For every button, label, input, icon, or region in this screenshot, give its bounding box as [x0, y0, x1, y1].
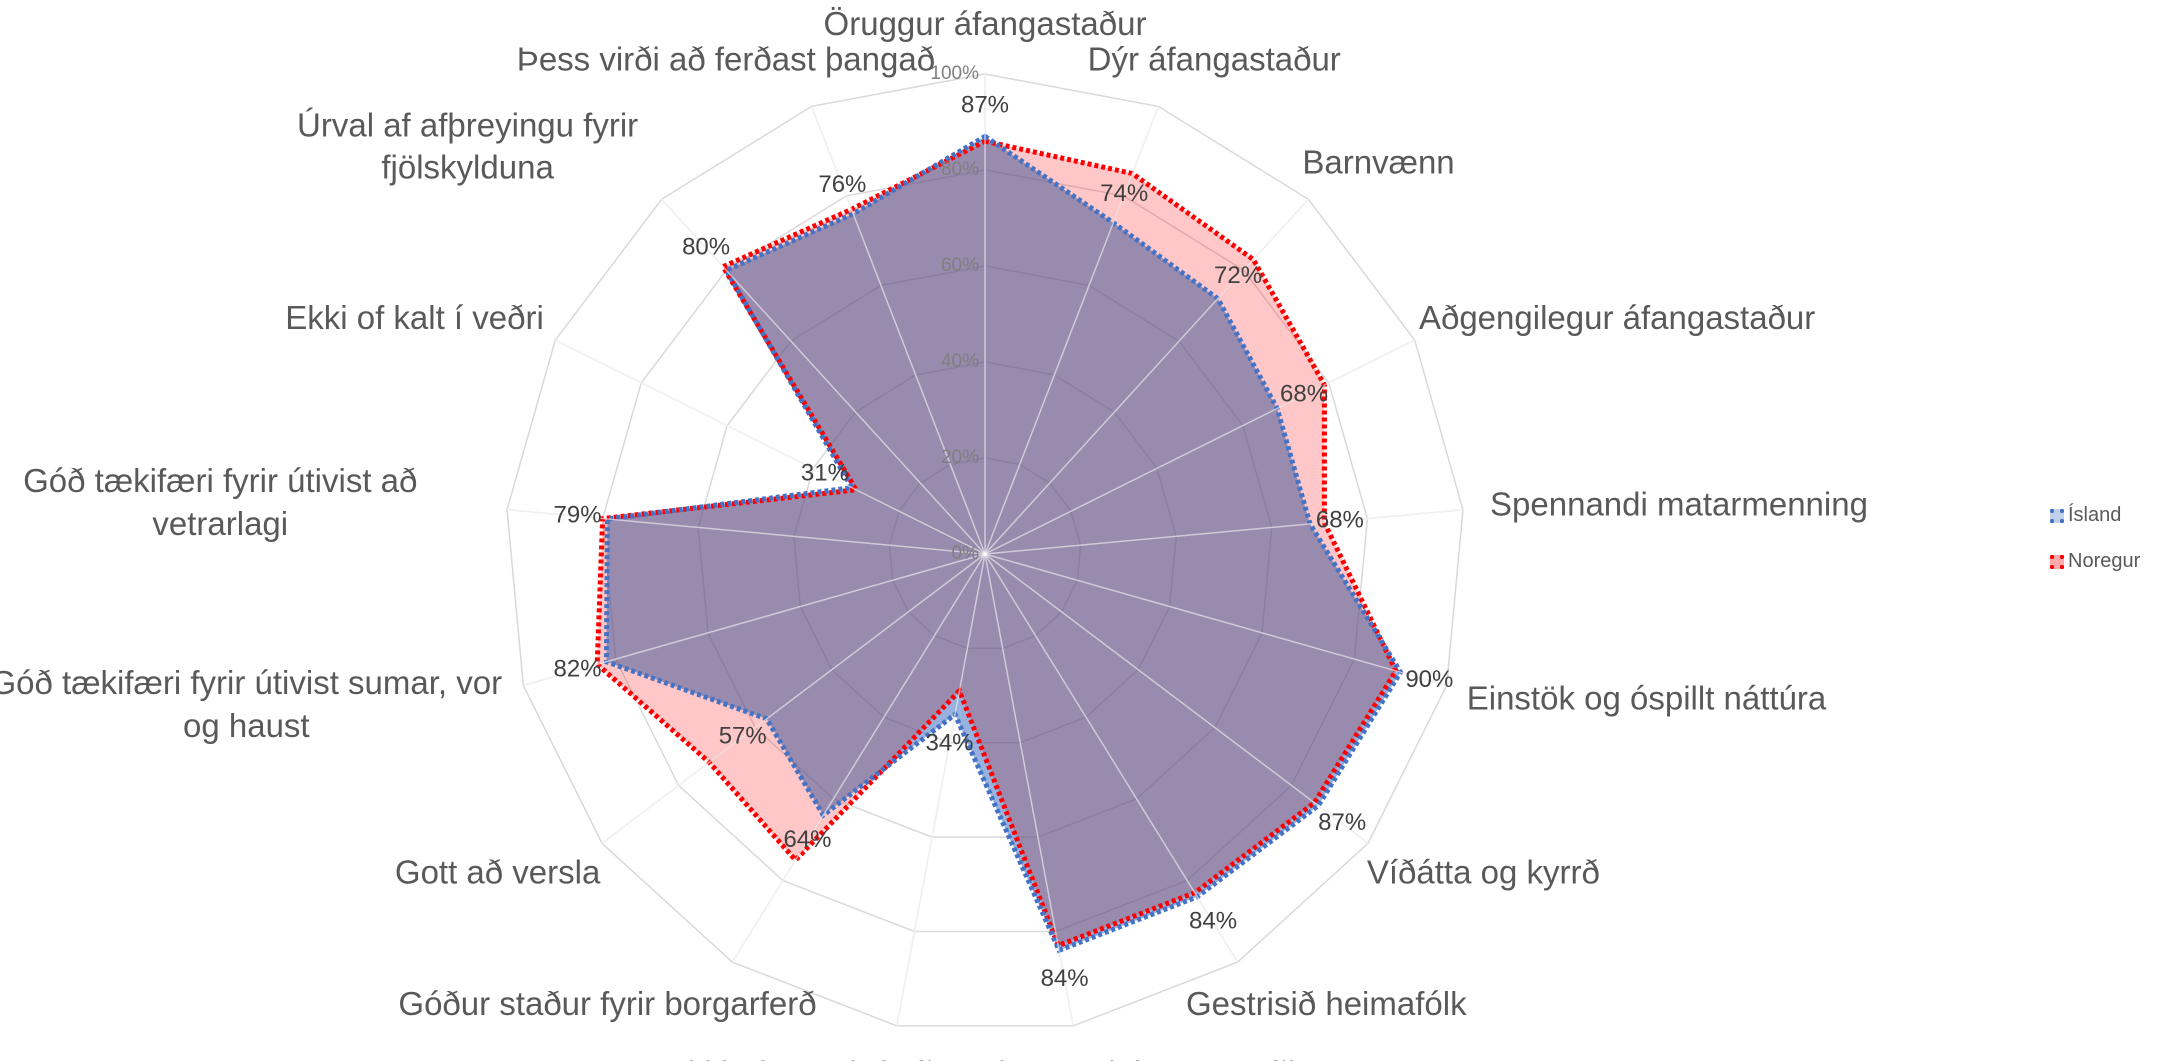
spoke-overlay	[984, 339, 1416, 555]
spoke-overlay	[601, 553, 986, 844]
spoke-overlay	[523, 553, 986, 687]
category-label: Þess virði að ferðast þangað	[516, 40, 936, 78]
category-label: Aðgengilegur áfangastaður	[1418, 298, 1816, 336]
category-label: Úrval af afþreyingu fyrir fjölskylduna	[297, 105, 639, 186]
category-label: Dýr áfangastaður	[1087, 40, 1341, 78]
data-label: 31%	[801, 460, 849, 487]
legend-item: Noregur	[2050, 550, 2140, 573]
legend-label: Noregur	[2068, 550, 2141, 572]
series-area	[606, 136, 1401, 951]
legend-swatch	[2050, 554, 2064, 569]
spoke-overlay	[984, 198, 1309, 555]
legend-swatch	[2050, 508, 2064, 523]
spoke-overlay	[506, 508, 986, 555]
spoke-overlay	[984, 553, 1074, 1026]
category-label: Ekki of kalt í veðri	[285, 298, 544, 336]
spoke-overlay	[661, 198, 986, 555]
category-label: Einstök og óspillt náttúra	[1466, 679, 1827, 717]
data-label: 72%	[1214, 262, 1262, 289]
spoke-overlay	[810, 106, 986, 555]
spoke-overlay	[896, 553, 986, 1026]
data-label: 80%	[682, 233, 730, 260]
spoke-overlay	[984, 106, 1160, 555]
spoke-overlay	[554, 339, 986, 555]
data-label: 84%	[1041, 965, 1089, 992]
r-tick-label: 40%	[941, 351, 979, 372]
data-label: 64%	[783, 826, 831, 853]
category-label: Barnvænn	[1302, 143, 1455, 181]
data-label: 68%	[1316, 506, 1364, 533]
data-label: 74%	[1100, 180, 1148, 207]
r-tick-label: 80%	[941, 159, 979, 180]
r-tick-label: 0%	[952, 543, 980, 564]
category-label: Víðátta og kyrrð	[1366, 853, 1600, 891]
grid-ring	[506, 73, 1464, 1027]
category-label: Sögulegar minjar og staðir	[921, 1053, 1306, 1061]
category-label: Góð tækifæri fyrir útivist sumar, vor og…	[0, 663, 503, 744]
data-label: 87%	[961, 92, 1009, 119]
spoke-overlay	[984, 553, 1239, 963]
category-label: Góð tækifæri fyrir útivist að vetrarlagi	[23, 462, 418, 543]
category-label: Gott að versla	[394, 853, 601, 891]
spoke-overlay	[984, 553, 1369, 844]
data-label: 84%	[1189, 908, 1237, 935]
data-label: 82%	[554, 655, 602, 682]
spoke-overlay	[984, 553, 1447, 687]
data-label: 87%	[1318, 809, 1366, 836]
data-label: 68%	[1280, 380, 1328, 407]
category-label: Öruggur áfangastaður	[823, 5, 1147, 43]
category-label: Gestrisið heimafólk	[1185, 984, 1467, 1022]
category-label: Spennandi matarmenning	[1490, 485, 1868, 523]
r-tick-label: 100%	[930, 63, 979, 84]
legend-label: Ísland	[2068, 504, 2122, 526]
series-line	[603, 133, 1404, 954]
r-tick-label: 60%	[941, 255, 979, 276]
spoke-overlay	[984, 508, 1464, 555]
category-label: Ekki of margir ferðamenn*	[666, 1053, 1047, 1061]
spoke-overlay	[731, 553, 986, 963]
data-label: 79%	[554, 502, 602, 529]
category-label: Góður staður fyrir borgarferð	[398, 984, 817, 1022]
data-label: 34%	[925, 729, 973, 756]
legend-item: Ísland	[2050, 504, 2121, 527]
data-label: 76%	[818, 171, 866, 198]
r-tick-label: 20%	[941, 447, 979, 468]
series-layer	[597, 136, 1401, 951]
data-label: 57%	[719, 722, 767, 749]
data-label: 90%	[1405, 666, 1453, 693]
